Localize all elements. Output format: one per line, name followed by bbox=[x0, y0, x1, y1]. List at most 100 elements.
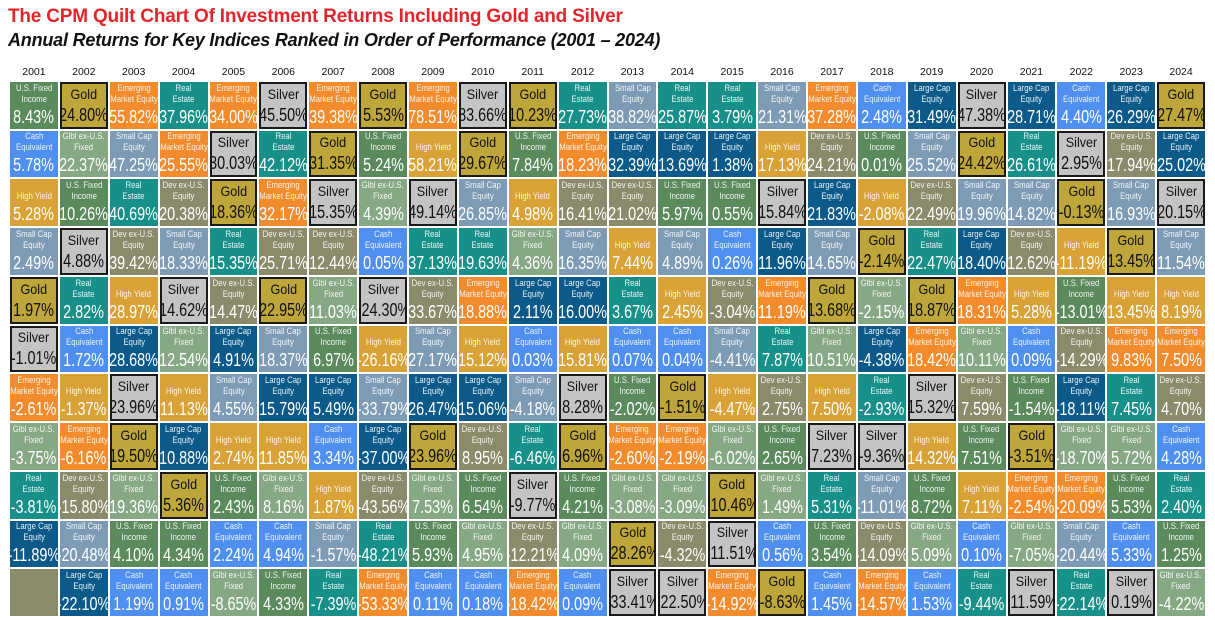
asset-class-label: Glbl ex-U.S. Fixed bbox=[611, 472, 654, 495]
asset-class-label: Glbl ex-U.S. Fixed bbox=[162, 326, 205, 349]
return-value: 1.72% bbox=[63, 350, 105, 371]
asset-class-label: Real Estate bbox=[721, 82, 744, 105]
return-value: 5.36% bbox=[163, 494, 204, 515]
quilt-cell-2006-rank-11: U.S. Fixed Income 4.33% bbox=[259, 569, 308, 616]
return-value: 0.09% bbox=[562, 593, 603, 614]
asset-class-label: Small Cap Equity bbox=[414, 326, 451, 349]
asset-class-label: U.S. Fixed Income bbox=[414, 521, 452, 544]
quilt-cell-2012-rank-2: Emerging Market Equity 18.23% bbox=[558, 130, 607, 178]
return-value: 15.35% bbox=[309, 202, 358, 223]
return-value: 32.39% bbox=[608, 155, 657, 176]
return-value: 5.09% bbox=[911, 545, 953, 566]
asset-class-label: Dev ex-U.S. Equity bbox=[810, 131, 853, 154]
quilt-cell-2007-rank-4: Dev ex-U.S. Equity 12.44% bbox=[309, 228, 358, 275]
asset-class-label: Emerging Market Equity bbox=[508, 569, 557, 592]
return-value: 19.50% bbox=[109, 445, 158, 466]
asset-class-label: Large Cap Equity bbox=[863, 326, 901, 349]
asset-class-label: Small Cap Equity bbox=[464, 180, 501, 203]
asset-class-label: Cash Equivalent bbox=[215, 521, 252, 544]
return-value: -33.41% bbox=[610, 591, 657, 612]
return-value: 5.78% bbox=[13, 155, 55, 176]
asset-class-label: U.S. Fixed Income bbox=[813, 521, 851, 544]
year-label-2014: 2014 bbox=[670, 66, 694, 78]
quilt-cell-2004-rank-8: Large Cap Equity 10.88% bbox=[159, 423, 208, 470]
return-value: -3.08% bbox=[609, 496, 656, 517]
quilt-cell-2015-rank-6: Small Cap Equity -4.41% bbox=[708, 325, 757, 373]
asset-class-label: Small Cap Equity bbox=[614, 82, 651, 105]
quilt-cell-2010-rank-1: Silver 83.66% bbox=[458, 82, 507, 129]
quilt-cell-2017-rank-3: Large Cap Equity 21.83% bbox=[808, 179, 856, 227]
asset-class-label: Dev ex-U.S. Equity bbox=[162, 180, 205, 203]
quilt-cell-2018-rank-1: Cash Equivalent 2.48% bbox=[857, 82, 906, 129]
quilt-cell-2014-rank-7: Gold -1.51% bbox=[658, 374, 707, 422]
asset-class-label: Dev ex-U.S. Equity bbox=[1010, 228, 1053, 251]
asset-class-label: U.S. Fixed Income bbox=[913, 472, 950, 495]
return-value: 11.85% bbox=[259, 447, 308, 468]
year-label-2023: 2023 bbox=[1119, 66, 1143, 78]
quilt-cell-2003-rank-7: Silver 23.96% bbox=[109, 374, 158, 422]
quilt-cell-2014-rank-2: Large Cap Equity 13.69% bbox=[658, 130, 707, 178]
return-value: 5.28% bbox=[1011, 301, 1052, 322]
year-label-2009: 2009 bbox=[421, 66, 445, 78]
quilt-cell-2014-rank-1: Real Estate 25.87% bbox=[658, 82, 707, 129]
asset-class-label: Large Cap Equity bbox=[314, 375, 352, 398]
return-value: 14.32% bbox=[907, 447, 956, 468]
asset-class-label: Large Cap Equity bbox=[614, 131, 651, 154]
return-value: -3.51% bbox=[1008, 445, 1055, 466]
quilt-cell-2010-rank-3: Small Cap Equity 26.85% bbox=[458, 179, 507, 227]
asset-class-label: High Yield bbox=[565, 337, 601, 349]
return-value: 7.50% bbox=[1160, 350, 1202, 371]
quilt-cell-2002-rank-9: Dev ex-U.S.Equity-15.80% bbox=[59, 471, 108, 519]
return-value: 4.40% bbox=[1060, 106, 1102, 127]
asset-class-label: Emerging Market Equity bbox=[858, 569, 906, 592]
asset-class-label: Real Estate bbox=[22, 472, 45, 495]
return-value: 2.65% bbox=[761, 447, 803, 468]
return-value: 15.81% bbox=[558, 350, 607, 371]
quilt-cell-2016-rank-9: Glbl ex-U.S. Fixed 1.49% bbox=[758, 471, 806, 519]
return-value: -3.75% bbox=[11, 447, 57, 468]
quilt-cell-2014-rank-3: U.S. Fixed Income 5.97% bbox=[658, 179, 707, 227]
quilt-cell-2016-rank-2: High Yield 17.13% bbox=[758, 130, 806, 178]
quilt-cell-2001-rank-11 bbox=[10, 569, 58, 616]
asset-class-label: Cash Equivalent bbox=[763, 521, 801, 544]
asset-class-label: Cash Equivalent bbox=[115, 569, 152, 592]
asset-class-label: Gold bbox=[968, 134, 995, 151]
quilt-cell-2014-rank-9: Glbl ex-U.S. Fixed -3.09% bbox=[658, 471, 707, 519]
quilt-cell-2023-rank-7: Real Estate 7.45% bbox=[1107, 374, 1156, 422]
return-value: 5.72% bbox=[1110, 447, 1152, 468]
asset-class-label: Real Estate bbox=[621, 277, 644, 300]
quilt-cell-2013-rank-1: Small Cap Equity 38.82% bbox=[608, 82, 657, 129]
asset-class-label: Large Cap Equity bbox=[514, 277, 551, 300]
quilt-cell-2011-rank-8: Real Estate -6.46% bbox=[508, 423, 557, 470]
quilt-cell-2009-rank-7: Large Cap Equity 26.47% bbox=[409, 374, 457, 422]
asset-class-label: Silver bbox=[915, 378, 948, 395]
return-value: 15.79% bbox=[259, 399, 308, 420]
quilt-cell-2008-rank-5: Silver -24.30% bbox=[359, 276, 407, 324]
return-value: 11.96% bbox=[758, 252, 806, 273]
asset-class-label: Glbl ex-U.S. Fixed bbox=[312, 277, 355, 300]
asset-class-label: Silver bbox=[467, 85, 499, 102]
quilt-cell-2017-rank-2: Dev ex-U.S. Equity 24.21% bbox=[808, 130, 856, 178]
return-value: 37.96% bbox=[159, 106, 208, 127]
quilt-cell-2019-rank-11: Cash Equivalent 1.53% bbox=[907, 569, 956, 616]
asset-class-label: Emerging Market Equity bbox=[658, 423, 707, 446]
asset-class-label: Silver bbox=[18, 329, 50, 346]
return-value: 0.11% bbox=[413, 593, 453, 614]
asset-class-label: Large Cap Equity bbox=[963, 228, 1000, 251]
asset-class-label: U.S. Fixed Income bbox=[963, 423, 1000, 446]
return-value: 4.33% bbox=[262, 593, 304, 614]
asset-class-label: Gold bbox=[818, 280, 846, 297]
asset-class-label: Gold bbox=[918, 280, 945, 297]
quilt-cell-2019-rank-9: U.S. Fixed Income 8.72% bbox=[907, 471, 956, 519]
return-value: 4.21% bbox=[562, 496, 603, 517]
asset-class-label: Silver bbox=[117, 378, 150, 395]
asset-class-label: Small Cap Equity bbox=[913, 131, 950, 154]
quilt-cell-2019-rank-8: High Yield 14.32% bbox=[907, 423, 956, 470]
return-value: 31.49% bbox=[907, 106, 956, 127]
asset-class-label: Gold bbox=[768, 572, 796, 589]
return-value: 38.82% bbox=[608, 106, 657, 127]
quilt-cell-2015-rank-2: Large Cap Equity 1.38% bbox=[708, 130, 757, 178]
return-value: 15.32% bbox=[907, 397, 956, 418]
year-label-2010: 2010 bbox=[471, 66, 495, 78]
